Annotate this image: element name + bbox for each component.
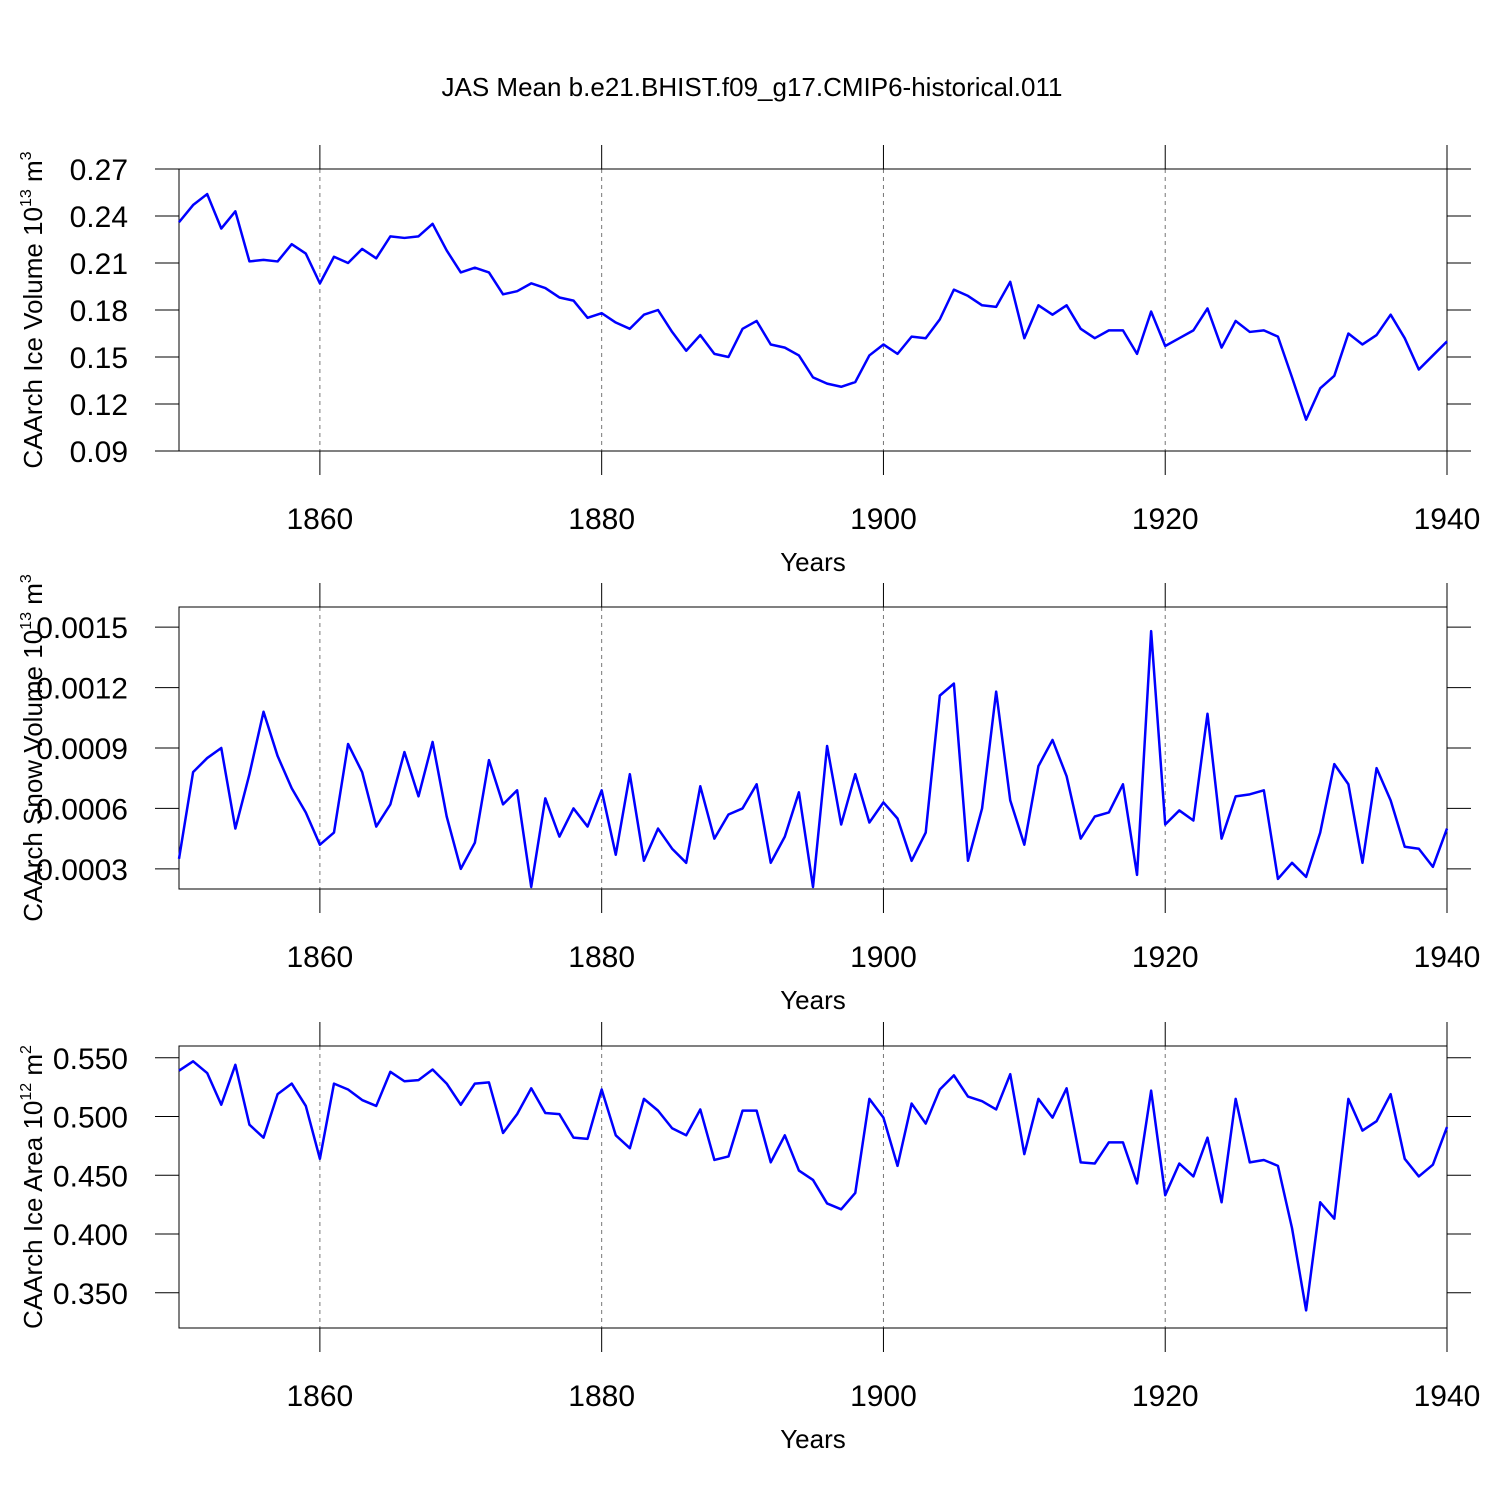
y-tick-label: 0.12 (70, 389, 128, 422)
y-tick-label: 0.24 (70, 201, 128, 234)
y-axis-label-exponent: 12 (18, 1083, 35, 1101)
panel: 1860 1880 1900 1920 1940 0.0003 0.0006 0.0009 0.… (18, 574, 1480, 1015)
x-tick-label: 1900 (850, 941, 917, 974)
panel: 1860 1880 1900 1920 1940 0.09 0.12 0.15 0.18 0.21… (18, 145, 1480, 577)
x-tick-label: 1860 (287, 1380, 354, 1413)
y-tick-label: 0.0012 (36, 673, 128, 706)
y-axis-label-part: m (18, 160, 48, 189)
y-axis-label-exponent: 2 (18, 1045, 35, 1054)
y-axis-label-exponent: 3 (18, 574, 35, 583)
x-tick-label: 1940 (1414, 503, 1481, 536)
y-tick-label: 0.0006 (36, 793, 128, 826)
plot-frame (178, 168, 1448, 452)
y-tick-label: 0.450 (53, 1160, 128, 1193)
plot-frame (178, 606, 1448, 890)
y-tick-label: 0.550 (53, 1043, 128, 1076)
y-axis-label-exponent: 13 (18, 612, 35, 630)
y-tick-label: 0.15 (70, 342, 128, 375)
x-tick-label: 1920 (1132, 941, 1199, 974)
panel: 1860 1880 1900 1920 1940 0.350 0.400 0.450 0.500… (18, 1022, 1480, 1454)
y-tick-label: 0.0009 (36, 733, 128, 766)
y-axis-label-exponent: 3 (18, 151, 35, 160)
x-tick-label: 1880 (568, 503, 635, 536)
y-axis-label: CAArch Snow Volume 1013 m3 (18, 574, 48, 922)
x-tick-label: 1860 (287, 941, 354, 974)
plot-frame (178, 1045, 1448, 1329)
x-tick-label: 1920 (1132, 1380, 1199, 1413)
y-axis-label-part: CAArch Ice Area 10 (18, 1101, 48, 1329)
y-tick-label: 0.27 (70, 154, 128, 187)
y-tick-label: 0.18 (70, 295, 128, 328)
y-axis-label-part: CAArch Ice Volume 10 (18, 207, 48, 469)
y-axis-label: CAArch Ice Area 1012 m2 (18, 1045, 48, 1329)
y-axis-label-part: m (18, 1054, 48, 1083)
x-tick-label: 1940 (1414, 941, 1481, 974)
x-tick-label: 1860 (287, 503, 354, 536)
x-tick-label: 1900 (850, 503, 917, 536)
x-tick-label: 1900 (850, 1380, 917, 1413)
y-axis-label-part: m (18, 583, 48, 612)
data-line (177, 629, 1449, 889)
figure-title: JAS Mean b.e21.BHIST.f09_g17.CMIP6-histo… (442, 72, 1063, 102)
y-axis-label: CAArch Ice Volume 1013 m3 (18, 151, 48, 468)
data-line (178, 1060, 1449, 1312)
x-axis-label: Years (780, 547, 846, 577)
x-axis-label: Years (780, 985, 846, 1015)
y-tick-label: 0.21 (70, 248, 128, 281)
y-tick-label: 0.0015 (36, 612, 128, 645)
x-tick-label: 1940 (1414, 1380, 1481, 1413)
y-tick-label: 0.09 (70, 436, 128, 469)
x-tick-label: 1920 (1132, 503, 1199, 536)
data-line (178, 192, 1448, 421)
x-tick-label: 1880 (568, 941, 635, 974)
y-tick-label: 0.0003 (36, 854, 128, 887)
y-axis-label-exponent: 13 (18, 189, 35, 207)
x-tick-label: 1880 (568, 1380, 635, 1413)
y-axis-label-part: CAArch Snow Volume 10 (18, 630, 48, 922)
y-tick-label: 0.500 (53, 1102, 128, 1135)
y-tick-label: 0.400 (53, 1219, 128, 1252)
y-tick-label: 0.350 (53, 1278, 128, 1311)
x-axis-label: Years (780, 1424, 846, 1454)
